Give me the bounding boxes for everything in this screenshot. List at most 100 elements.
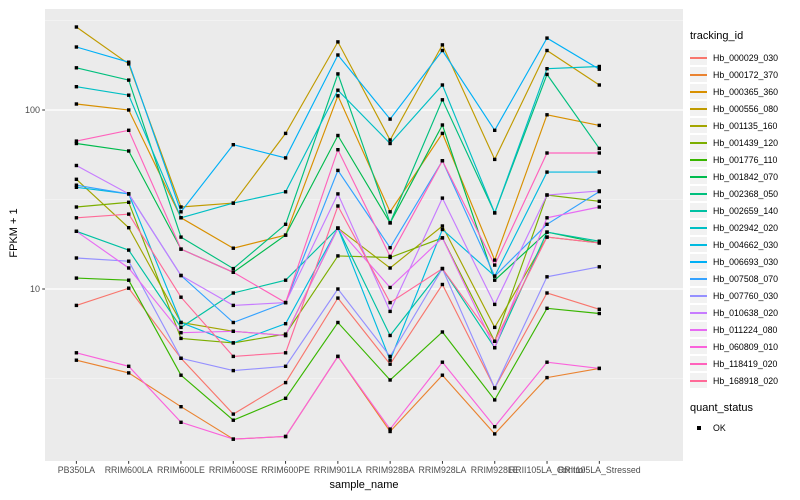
legend-key-swatch xyxy=(690,169,707,184)
legend-item-label: Hb_002659_140 xyxy=(713,205,779,216)
data-point xyxy=(231,201,235,205)
legend-item-label: Hb_004662_030 xyxy=(713,239,779,250)
data-point xyxy=(597,64,601,69)
legend-title-quant-status: quant_status xyxy=(690,402,753,414)
data-point xyxy=(179,331,183,335)
data-point xyxy=(179,235,183,239)
y-axis-title: FPKM + 1 xyxy=(8,208,20,258)
data-point xyxy=(493,398,497,402)
data-point xyxy=(74,183,79,187)
data-point xyxy=(545,230,549,234)
data-point xyxy=(179,216,183,220)
data-point xyxy=(388,210,392,214)
data-point xyxy=(545,375,549,380)
data-point xyxy=(336,354,340,359)
data-point xyxy=(440,227,445,232)
legend-line-swatch xyxy=(690,176,707,178)
legend-item-label: Hb_007760_030 xyxy=(713,290,779,301)
data-point xyxy=(493,432,497,436)
legend-item-Hb_006693_030: Hb_006693_030 xyxy=(690,253,800,270)
x-tick-label: RRIM928BA xyxy=(366,465,415,475)
data-point xyxy=(231,303,235,308)
x-tick-label: RRIM928LE xyxy=(471,465,519,475)
data-point xyxy=(231,246,235,250)
data-point xyxy=(388,429,392,434)
legend-item-Hb_000365_360: Hb_000365_360 xyxy=(690,83,800,100)
data-point xyxy=(597,189,601,193)
data-point xyxy=(74,256,79,260)
legend-item-Hb_011224_080: Hb_011224_080 xyxy=(690,321,800,338)
data-point xyxy=(388,221,392,225)
data-point xyxy=(493,325,497,330)
data-point xyxy=(440,360,445,364)
data-point xyxy=(493,346,497,350)
data-point xyxy=(179,420,183,424)
legend-item-label: Hb_006693_030 xyxy=(713,256,779,267)
data-point xyxy=(388,427,392,431)
data-point xyxy=(597,205,601,209)
x-tick-label: RRIM600PE xyxy=(261,465,310,475)
data-point xyxy=(336,204,340,208)
data-point xyxy=(74,303,79,308)
data-point xyxy=(283,364,288,368)
legend-key-swatch xyxy=(690,305,707,320)
legend-line-swatch xyxy=(690,91,707,93)
data-point xyxy=(336,72,340,76)
data-point xyxy=(179,405,183,409)
legend-key-swatch xyxy=(690,220,707,235)
legend-item-label: Hb_002368_050 xyxy=(713,188,779,199)
data-point xyxy=(283,233,288,237)
legend-key-swatch xyxy=(690,203,707,218)
data-point xyxy=(74,216,79,220)
x-tick-label: RRIM901LA xyxy=(314,465,362,475)
data-point xyxy=(388,333,392,338)
data-point xyxy=(336,133,340,138)
data-point xyxy=(179,320,183,325)
legend-item-Hb_000029_030: Hb_000029_030 xyxy=(690,49,800,66)
data-point xyxy=(283,156,288,160)
data-point xyxy=(179,205,183,209)
legend-items-quant-status: OK xyxy=(690,419,800,436)
data-point xyxy=(336,148,340,152)
data-point xyxy=(440,266,445,271)
data-point xyxy=(74,45,79,49)
data-point xyxy=(231,270,235,274)
data-point xyxy=(231,143,235,147)
data-point xyxy=(493,263,497,267)
data-point xyxy=(74,229,79,233)
data-point xyxy=(597,170,601,174)
data-point xyxy=(283,351,288,355)
legend-key-swatch xyxy=(690,339,707,354)
data-point xyxy=(127,364,131,368)
legend-item-Hb_118419_020: Hb_118419_020 xyxy=(690,355,800,372)
legend-item-label: Hb_010638_020 xyxy=(713,307,779,318)
data-point xyxy=(179,373,183,377)
data-point xyxy=(388,358,392,362)
data-point xyxy=(388,378,392,382)
data-point xyxy=(440,159,445,163)
data-point xyxy=(493,157,497,162)
data-point xyxy=(127,278,131,282)
x-tick-label: RRIM928LA xyxy=(418,465,466,475)
legend-key-swatch xyxy=(690,288,707,303)
legend-key-swatch xyxy=(690,50,707,65)
legend-key-swatch xyxy=(690,271,707,286)
data-point xyxy=(493,211,497,215)
data-point xyxy=(179,210,183,214)
legend-key-swatch xyxy=(690,101,707,116)
legend-key-swatch xyxy=(690,152,707,167)
x-tick-label: RRIM600SE xyxy=(209,465,258,475)
legend-item-Hb_168918_020: Hb_168918_020 xyxy=(690,372,800,389)
legend-line-swatch xyxy=(690,295,707,297)
data-point xyxy=(74,66,79,70)
data-point xyxy=(127,371,131,375)
legend-item-label: Hb_011224_080 xyxy=(713,324,778,335)
data-point xyxy=(545,193,549,197)
legend-line-swatch xyxy=(690,261,707,263)
data-point xyxy=(231,291,235,295)
legend-line-swatch xyxy=(690,363,707,365)
data-point xyxy=(74,358,79,362)
data-point xyxy=(127,286,131,290)
data-point xyxy=(179,356,183,360)
